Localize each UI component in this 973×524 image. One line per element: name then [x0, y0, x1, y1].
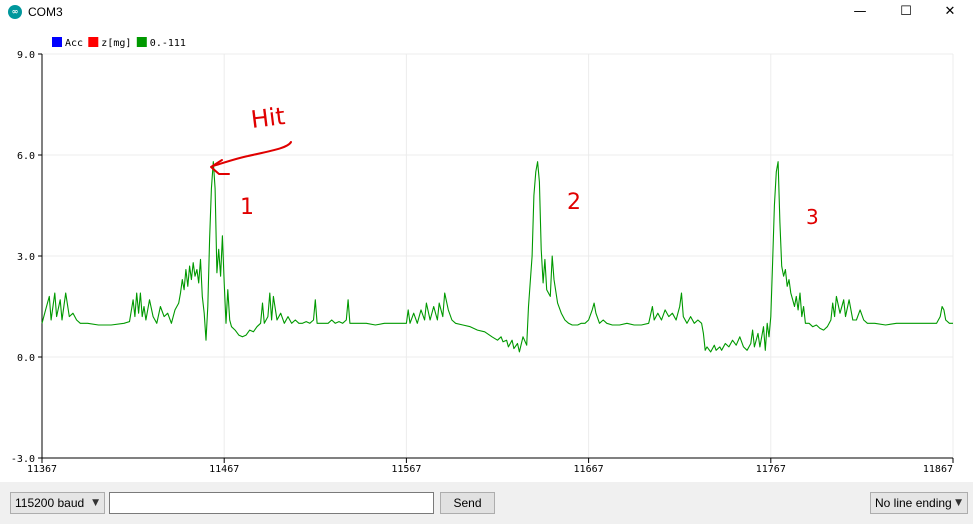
- annotations: Hit 1 2 3: [210, 102, 819, 229]
- legend-swatch-2: [136, 37, 147, 47]
- y-tick-label-3: 0.0: [17, 353, 35, 364]
- y-tick-label-1: 6.0: [17, 151, 35, 162]
- title-bar: ∞ COM3 — ☐ ✕: [0, 0, 973, 24]
- hit-arrow: [212, 141, 292, 167]
- send-button[interactable]: Send: [440, 492, 495, 514]
- legend-label-1: z[mg]: [101, 38, 131, 49]
- grid: [42, 53, 954, 458]
- series-line-0: [41, 161, 953, 353]
- legend-swatch-1: [88, 37, 99, 47]
- x-tick-label-2: 11567: [391, 464, 421, 475]
- bottom-toolbar: 115200 baud ▼ Send No line ending ▼: [0, 482, 973, 524]
- peak-label-1: 1: [240, 195, 254, 220]
- chevron-down-icon: ▼: [955, 498, 962, 508]
- hit-arrowhead: [210, 159, 230, 175]
- x-tick-label-5: 11867: [923, 464, 953, 475]
- maximize-icon[interactable]: ☐: [900, 4, 912, 19]
- x-tick-label-1: 11467: [209, 464, 239, 475]
- legend-label-2: 0.-111: [150, 38, 186, 49]
- legend: Acc z[mg] 0.-111: [52, 37, 186, 49]
- hit-annotation-label: Hit: [249, 102, 286, 134]
- x-tick-label-0: 11367: [27, 464, 57, 475]
- minimize-icon[interactable]: —: [853, 4, 867, 19]
- peak-label-2: 2: [567, 190, 581, 215]
- line-ending-value: No line ending: [875, 496, 952, 510]
- y-tick-label-0: 9.0: [17, 50, 35, 61]
- close-icon[interactable]: ✕: [944, 4, 956, 19]
- baud-rate-value: 115200 baud: [15, 496, 85, 510]
- y-tick-label-2: 3.0: [17, 252, 35, 263]
- x-tick-label-4: 11767: [756, 464, 786, 475]
- peak-label-3: 3: [806, 205, 819, 229]
- arduino-icon: ∞: [8, 5, 22, 19]
- legend-label-0: Acc: [65, 38, 83, 49]
- legend-swatch-0: [52, 37, 62, 47]
- line-ending-select[interactable]: No line ending ▼: [870, 492, 968, 514]
- series: [41, 161, 953, 353]
- x-tick-label-3: 11667: [574, 464, 604, 475]
- y-tick-label-4: -3.0: [11, 454, 35, 465]
- window-title: COM3: [28, 5, 63, 19]
- chevron-down-icon: ▼: [92, 498, 99, 508]
- baud-rate-select[interactable]: 115200 baud ▼: [10, 492, 105, 514]
- send-input[interactable]: [109, 492, 434, 514]
